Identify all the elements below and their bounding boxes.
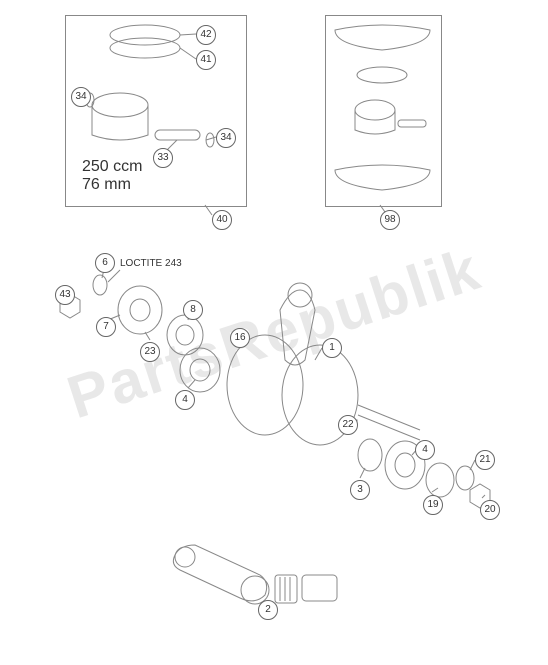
callout-7: 7 [96,317,116,337]
callout-21: 21 [475,450,495,470]
callout-33: 33 [153,148,173,168]
callout-2: 2 [258,600,278,620]
callout-98: 98 [380,210,400,230]
loctite-note: LOCTITE 243 [120,258,182,269]
callout-4b: 4 [415,440,435,460]
callout-34b: 34 [216,128,236,148]
callout-6: 6 [95,253,115,273]
callout-1: 1 [322,338,342,358]
callout-19: 19 [423,495,443,515]
callout-4a: 4 [175,390,195,410]
callout-23: 23 [140,342,160,362]
diagram-container: PartsRepublik [0,0,548,665]
callout-43: 43 [55,285,75,305]
callout-8: 8 [183,300,203,320]
callout-40: 40 [212,210,232,230]
callout-20: 20 [480,500,500,520]
callout-22: 22 [338,415,358,435]
callout-42: 42 [196,25,216,45]
callout-34a: 34 [71,87,91,107]
callout-16: 16 [230,328,250,348]
displacement-label: 250 ccm [82,158,142,176]
callout-3: 3 [350,480,370,500]
callout-41: 41 [196,50,216,70]
bore-label: 76 mm [82,176,131,194]
